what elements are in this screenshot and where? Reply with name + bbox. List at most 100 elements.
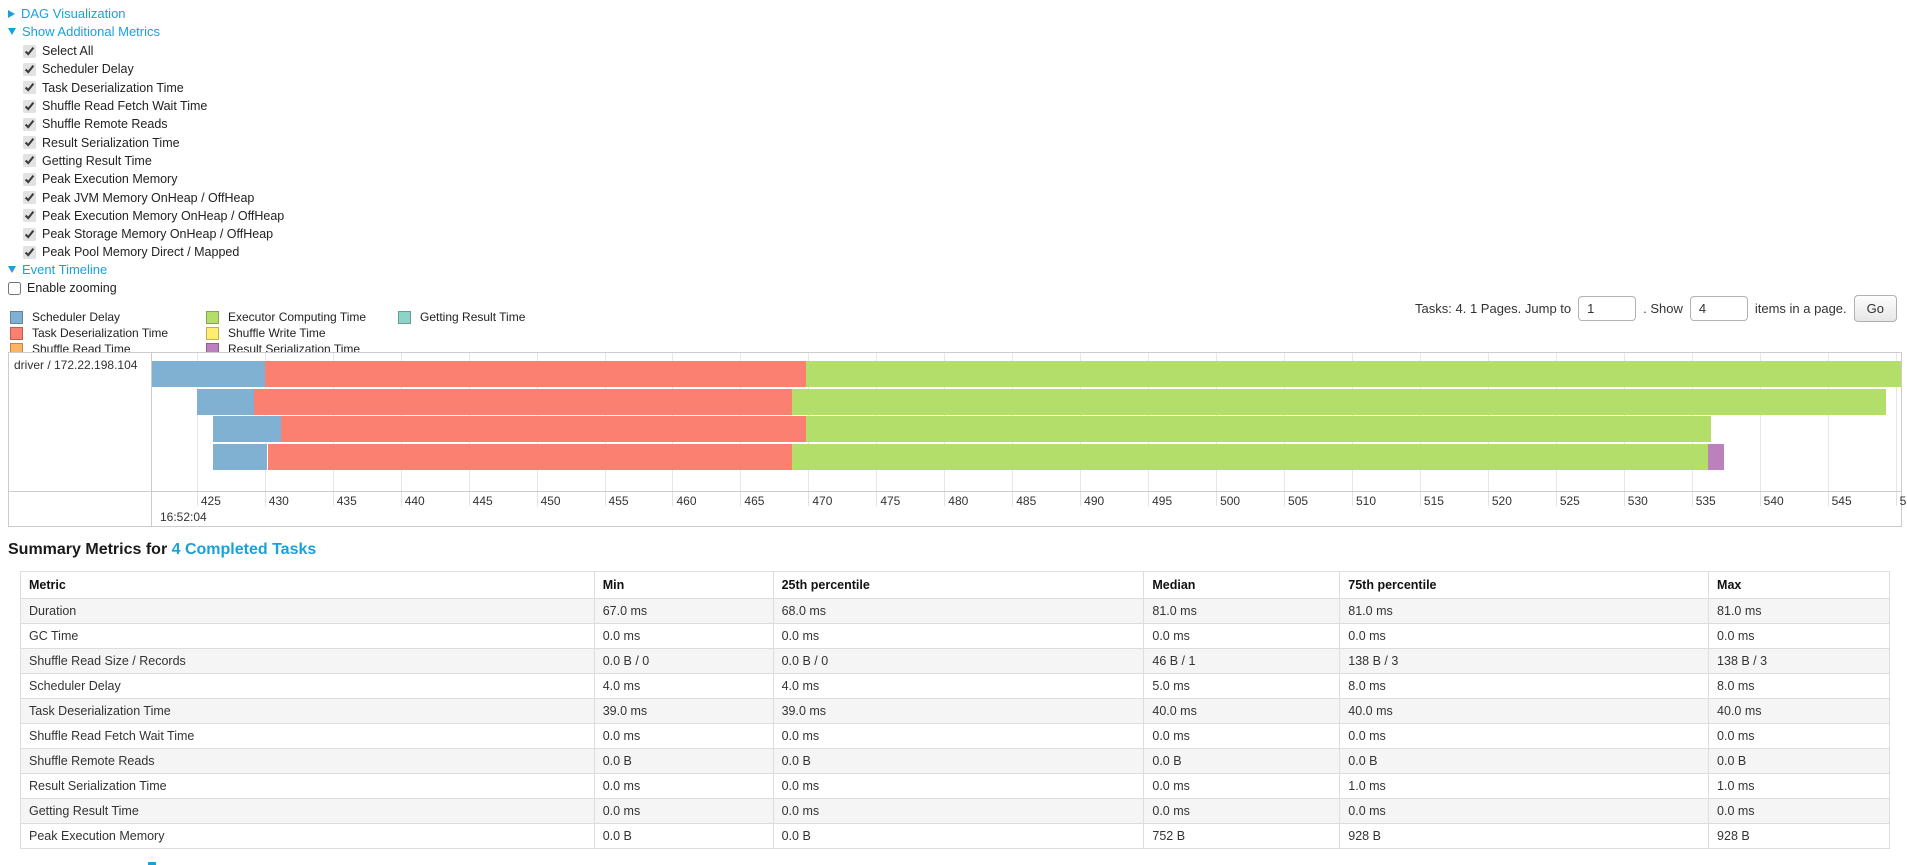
timeline-axis-tick bbox=[264, 492, 266, 506]
metric-checkbox-peak-execution-memory-onheap-offheap[interactable] bbox=[23, 209, 36, 223]
timeline-axis-tick-label: 520 bbox=[1491, 494, 1512, 508]
metric-checkbox-row-peak-jvm-memory-onheap-offheap[interactable]: Peak JVM Memory OnHeap / OffHeap bbox=[23, 188, 284, 206]
metric-name-cell: Peak Execution Memory bbox=[20, 823, 595, 849]
timeline-axis-tick bbox=[740, 492, 742, 506]
enable-zooming-checkbox-row[interactable]: Enable zooming bbox=[8, 281, 117, 295]
timeline-axis-tick bbox=[400, 492, 402, 506]
enable-zooming-checkbox[interactable] bbox=[8, 281, 21, 295]
metric-value-cell: 4.0 ms bbox=[772, 673, 1145, 699]
metric-checkbox-result-serialization-time[interactable] bbox=[23, 136, 36, 150]
metric-checkbox-peak-execution-memory[interactable] bbox=[23, 172, 36, 186]
metric-checkbox-row-peak-storage-memory-onheap-offheap[interactable]: Peak Storage Memory OnHeap / OffHeap bbox=[23, 225, 284, 243]
metric-value-cell: 8.0 ms bbox=[1708, 673, 1890, 699]
executor-label: driver / 172.22.198.104 bbox=[14, 358, 138, 372]
metric-checkbox-label: Task Deserialization Time bbox=[42, 80, 184, 95]
timeline-axis-tick bbox=[1351, 492, 1353, 506]
scheduler-delay-segment[interactable] bbox=[213, 416, 282, 442]
metric-value-cell: 0.0 ms bbox=[1339, 798, 1710, 824]
metric-value-cell: 68.0 ms bbox=[772, 598, 1145, 624]
metric-value-cell: 0.0 ms bbox=[593, 773, 774, 799]
task-deserialization-segment[interactable] bbox=[281, 416, 806, 442]
timeline-axis-tick-label: 435 bbox=[336, 494, 357, 508]
metric-name-cell: Shuffle Read Size / Records bbox=[20, 648, 595, 674]
metric-checkbox-row-peak-execution-memory[interactable]: Peak Execution Memory bbox=[23, 170, 284, 188]
legend-color-swatch bbox=[10, 326, 23, 340]
column-header-metric: Metric bbox=[20, 571, 595, 599]
task-deserialization-segment[interactable] bbox=[267, 444, 793, 470]
metric-checkbox-row-shuffle-remote-reads[interactable]: Shuffle Remote Reads bbox=[23, 115, 284, 133]
section-link-dag-visualization[interactable]: DAG Visualization bbox=[8, 6, 126, 21]
task-deserialization-segment[interactable] bbox=[264, 361, 806, 387]
metric-value-cell: 0.0 ms bbox=[593, 623, 774, 649]
metric-checkbox-row-shuffle-read-fetch-wait-time[interactable]: Shuffle Read Fetch Wait Time bbox=[23, 97, 284, 115]
items-per-page-input[interactable] bbox=[1689, 296, 1748, 321]
timeline-axis-tick-label: 455 bbox=[608, 494, 629, 508]
metric-value-cell: 0.0 ms bbox=[1143, 723, 1341, 749]
executor-computing-segment[interactable] bbox=[805, 416, 1711, 442]
metric-checkbox-row-peak-execution-memory-onheap-offheap[interactable]: Peak Execution Memory OnHeap / OffHeap bbox=[23, 207, 284, 225]
timeline-axis-tick-label: 545 bbox=[1831, 494, 1852, 508]
metric-checkbox-row-task-deserialization-time[interactable]: Task Deserialization Time bbox=[23, 79, 284, 97]
metric-checkbox-peak-storage-memory-onheap-offheap[interactable] bbox=[23, 227, 36, 241]
timeline-axis-tick bbox=[1419, 492, 1421, 506]
metric-checkbox-row-scheduler-delay[interactable]: Scheduler Delay bbox=[23, 60, 284, 78]
metric-checkbox-label: Shuffle Read Fetch Wait Time bbox=[42, 99, 208, 114]
executor-computing-segment[interactable] bbox=[805, 361, 1901, 387]
legend-column: Scheduler Delay Task Deserialization Time… bbox=[10, 309, 206, 358]
section-link-show-additional-metrics[interactable]: Show Additional Metrics bbox=[8, 24, 160, 39]
go-button[interactable]: Go bbox=[1853, 295, 1897, 322]
chevron-down-icon bbox=[8, 28, 16, 35]
column-header-min: Min bbox=[593, 571, 774, 599]
timeline-axis-tick-label: 425 bbox=[200, 494, 221, 508]
scheduler-delay-segment[interactable] bbox=[213, 444, 268, 470]
timeline-axis-tick bbox=[1759, 492, 1761, 506]
timeline-axis-tick bbox=[1012, 492, 1014, 506]
table-row: GC Time 0.0 ms 0.0 ms 0.0 ms 0.0 ms 0.0 ms bbox=[20, 623, 1890, 649]
metric-value-cell: 81.0 ms bbox=[1339, 598, 1710, 624]
metric-checkbox-task-deserialization-time[interactable] bbox=[23, 81, 36, 95]
executor-computing-segment[interactable] bbox=[792, 444, 1708, 470]
metric-checkbox-peak-pool-memory-direct-mapped[interactable] bbox=[23, 245, 36, 259]
timeline-axis-tick bbox=[808, 492, 810, 506]
executor-computing-segment[interactable] bbox=[792, 389, 1887, 415]
metric-value-cell: 0.0 ms bbox=[1708, 723, 1890, 749]
metric-value-cell: 0.0 B / 0 bbox=[772, 648, 1145, 674]
metric-checkbox-row-select-all[interactable]: Select All bbox=[23, 42, 284, 60]
metric-checkbox-peak-jvm-memory-onheap-offheap[interactable] bbox=[23, 191, 36, 205]
scheduler-delay-segment[interactable] bbox=[196, 389, 254, 415]
timeline-axis-tick-label: 535 bbox=[1695, 494, 1716, 508]
pagination-show-text: . Show bbox=[1643, 301, 1683, 316]
completed-tasks-link[interactable]: 4 Completed Tasks bbox=[171, 541, 317, 558]
timeline-axis-tick-label: 525 bbox=[1559, 494, 1580, 508]
metric-checkbox-label: Select All bbox=[42, 44, 94, 59]
metric-checkbox-select-all[interactable] bbox=[23, 44, 36, 58]
metric-checkbox-shuffle-remote-reads[interactable] bbox=[23, 117, 36, 131]
metric-name-cell: Duration bbox=[20, 598, 595, 624]
metric-checkbox-row-getting-result-time[interactable]: Getting Result Time bbox=[23, 152, 284, 170]
metric-value-cell: 0.0 B bbox=[593, 748, 774, 774]
metric-checkbox-getting-result-time[interactable] bbox=[23, 154, 36, 168]
timeline-axis-tick-label: 485 bbox=[1016, 494, 1037, 508]
event-timeline-chart: driver / 172.22.198.104 16:52:04 425 430 4… bbox=[8, 352, 1907, 527]
metric-checkbox-row-result-serialization-time[interactable]: Result Serialization Time bbox=[23, 133, 284, 151]
metric-value-cell: 0.0 ms bbox=[1708, 798, 1890, 824]
chevron-right-icon bbox=[8, 9, 15, 18]
scheduler-delay-segment[interactable] bbox=[152, 361, 265, 387]
result-serialization-segment[interactable] bbox=[1708, 444, 1725, 470]
metric-checkbox-scheduler-delay[interactable] bbox=[23, 62, 36, 76]
timeline-axis-tick-label: 505 bbox=[1288, 494, 1309, 508]
metric-checkbox-shuffle-read-fetch-wait-time[interactable] bbox=[23, 99, 36, 113]
metric-value-cell: 46 B / 1 bbox=[1143, 648, 1341, 674]
jump-to-page-input[interactable] bbox=[1578, 296, 1637, 321]
timeline-time-of-day-label: 16:52:04 bbox=[160, 510, 207, 524]
legend-item: Task Deserialization Time bbox=[10, 325, 206, 341]
metric-value-cell: 0.0 B bbox=[772, 748, 1145, 774]
next-section-link-cutoff[interactable] bbox=[148, 862, 156, 865]
task-deserialization-segment[interactable] bbox=[253, 389, 793, 415]
metric-value-cell: 0.0 B bbox=[1339, 748, 1710, 774]
section-link-event-timeline[interactable]: Event Timeline bbox=[8, 262, 107, 277]
timeline-gridline bbox=[1895, 353, 1897, 491]
timeline-axis-tick bbox=[1623, 492, 1625, 506]
table-row: Getting Result Time 0.0 ms 0.0 ms 0.0 ms 0.0… bbox=[20, 798, 1890, 824]
metric-checkbox-row-peak-pool-memory-direct-mapped[interactable]: Peak Pool Memory Direct / Mapped bbox=[23, 243, 284, 261]
